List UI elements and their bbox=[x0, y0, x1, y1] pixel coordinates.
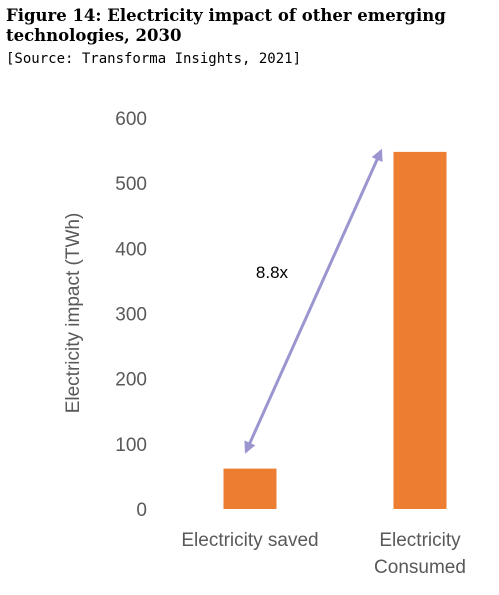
y-tick-label: 100 bbox=[115, 435, 147, 456]
y-tick-label: 400 bbox=[115, 239, 147, 260]
y-tick-label: 600 bbox=[115, 109, 147, 130]
y-tick-label: 500 bbox=[115, 174, 147, 195]
ratio-arrow bbox=[244, 148, 383, 454]
x-axis-labels: Electricity saved Electricity Consumed bbox=[181, 530, 466, 578]
ratio-annotation-label: 8.8x bbox=[256, 263, 289, 282]
y-axis-label: Electricity impact (TWh) bbox=[63, 213, 84, 414]
y-tick-label: 200 bbox=[115, 370, 147, 391]
y-tick-label: 300 bbox=[115, 305, 147, 326]
x-category-label: Electricity Consumed bbox=[374, 530, 466, 578]
bar bbox=[393, 151, 447, 510]
bar bbox=[223, 468, 277, 509]
figure-source: [Source: Transforma Insights, 2021] bbox=[6, 51, 302, 67]
y-tick-label: 0 bbox=[136, 500, 147, 521]
annotations: 8.8x bbox=[244, 148, 383, 454]
y-axis: 0 100 200 300 400 500 600 bbox=[115, 109, 147, 521]
x-category-label: Electricity saved bbox=[181, 530, 318, 551]
figure-title: Figure 14: Electricity impact of other e… bbox=[6, 6, 446, 45]
bars bbox=[223, 151, 447, 510]
